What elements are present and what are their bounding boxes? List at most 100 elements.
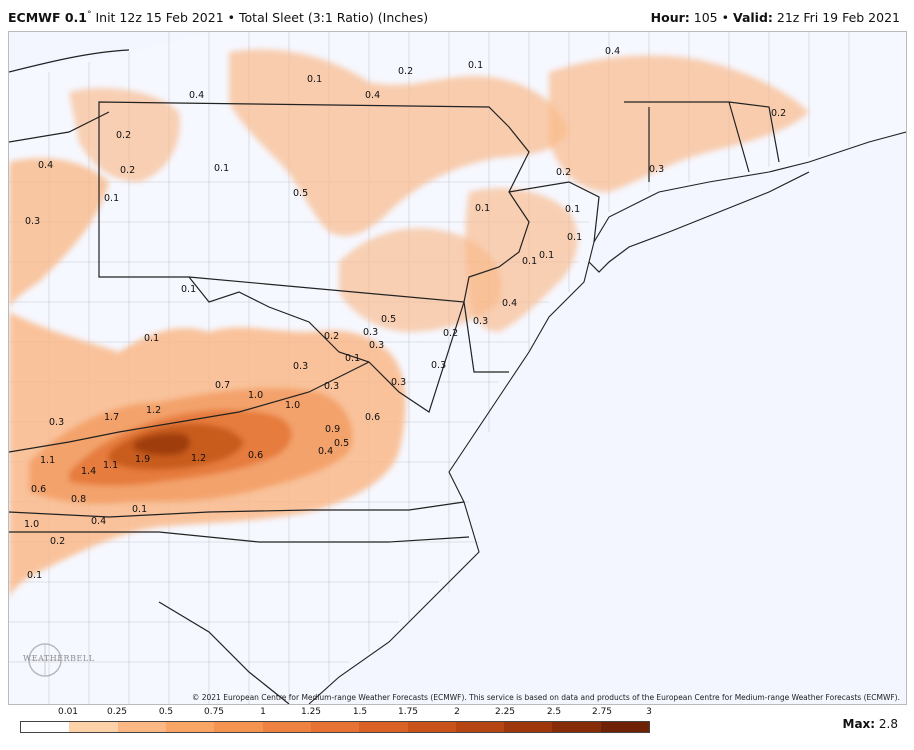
value-label: 1.9: [135, 454, 150, 465]
value-label: 0.2: [50, 536, 65, 547]
value-label: 0.3: [391, 377, 406, 388]
value-label: 0.1: [565, 204, 580, 215]
forecast-map: 0.4 0.2 0.1 0.1 0.4 0.4 0.2 0.2 0.1 0.4 …: [8, 31, 907, 705]
max-value: Max: 2.8: [843, 717, 899, 731]
value-label: 0.2: [120, 165, 135, 176]
value-label: 0.4: [38, 160, 53, 171]
map-canvas: 0.4 0.2 0.1 0.1 0.4 0.4 0.2 0.2 0.1 0.4 …: [9, 32, 906, 704]
legend-tick: 0.25: [106, 707, 128, 717]
value-label: 1.0: [285, 400, 300, 411]
value-label: 0.3: [25, 216, 40, 227]
header-left: ECMWF 0.1° Init 12z 15 Feb 2021 • Total …: [8, 10, 428, 25]
legend-swatch: [310, 722, 360, 732]
legend-tick: 2.75: [591, 707, 613, 717]
bullet-2: •: [721, 10, 729, 25]
legend-ticks: 0.01 0.25 0.5 0.75 1 1.25 1.5 1.75 2 2.2…: [20, 707, 652, 721]
value-label: 0.3: [649, 164, 664, 175]
hour-label: Hour:: [650, 10, 690, 25]
legend-swatch: [69, 722, 118, 732]
legend-color-bar: [20, 721, 650, 733]
color-legend: 0.01 0.25 0.5 0.75 1 1.25 1.5 1.75 2 2.2…: [20, 707, 652, 747]
header-right: Hour: 105 • Valid: 21z Fri 19 Feb 2021: [651, 10, 900, 25]
value-label: 0.9: [325, 424, 340, 435]
land-area: [9, 32, 906, 704]
value-label: 0.3: [49, 417, 64, 428]
value-label: 0.4: [502, 298, 517, 309]
legend-tick: 1.25: [300, 707, 322, 717]
value-label: 0.2: [116, 130, 131, 141]
state-boundaries: [9, 49, 810, 704]
sleet-shading: [9, 49, 809, 602]
value-label: 0.2: [324, 331, 339, 342]
legend-tick: 2.5: [546, 707, 562, 717]
value-label: 0.1: [27, 570, 42, 581]
logo-text: WEATHERBELL: [23, 654, 95, 663]
value-label: 1.7: [104, 412, 119, 423]
degree-symbol: °: [86, 10, 92, 20]
weatherbell-logo: WEATHERBELL: [23, 640, 94, 680]
legend-tick: 1: [260, 707, 266, 717]
value-label: 0.6: [31, 484, 46, 495]
legend-tick: 0.5: [158, 707, 174, 717]
value-label: 0.3: [473, 316, 488, 327]
logo-globe-icon: [28, 643, 62, 677]
value-label: 0.1: [522, 256, 537, 267]
legend-swatch: [600, 722, 650, 732]
value-label: 0.1: [468, 60, 483, 71]
value-label: 0.3: [369, 340, 384, 351]
value-label: 0.1: [104, 193, 119, 204]
legend-tick: 2.25: [494, 707, 516, 717]
value-label: 0.2: [556, 167, 571, 178]
hour-value: 105: [693, 10, 718, 25]
value-label: 0.7: [215, 380, 230, 391]
legend-swatch: [21, 722, 70, 732]
legend-swatch: [165, 722, 215, 732]
value-label: 0.6: [365, 412, 380, 423]
value-label: 0.3: [293, 361, 308, 372]
value-label: 0.5: [381, 314, 396, 325]
legend-swatch: [552, 722, 601, 732]
value-label: 0.1: [475, 203, 490, 214]
copyright-notice: © 2021 European Centre for Medium-range …: [191, 693, 900, 702]
value-label: 0.1: [307, 74, 322, 85]
value-label: 1.1: [40, 455, 55, 466]
value-label: 0.1: [132, 504, 147, 515]
legend-swatch: [455, 722, 505, 732]
max-label: Max:: [842, 717, 876, 731]
value-label: 0.1: [181, 284, 196, 295]
value-label: 0.2: [398, 66, 413, 77]
value-label: 0.3: [431, 360, 446, 371]
value-label: 0.3: [363, 327, 378, 338]
value-label: 0.2: [443, 328, 458, 339]
legend-swatch: [407, 722, 456, 732]
value-label: 0.4: [365, 90, 380, 101]
init-time: Init 12z 15 Feb 2021: [95, 10, 224, 26]
legend-swatch: [504, 722, 553, 732]
value-label: 1.2: [191, 453, 206, 464]
legend-tick: 2: [454, 707, 460, 717]
value-label: 0.1: [345, 353, 360, 364]
value-label: 0.4: [189, 90, 204, 101]
value-label: 0.1: [214, 163, 229, 174]
legend-swatch: [214, 722, 263, 732]
legend-tick: 0.75: [203, 707, 225, 717]
valid-label: Valid:: [732, 10, 773, 25]
value-label: 0.3: [324, 381, 339, 392]
value-label: 0.6: [248, 450, 263, 461]
value-label: 0.4: [605, 46, 620, 57]
value-labels: 0.4 0.2 0.1 0.1 0.4 0.4 0.2 0.2 0.1 0.4 …: [24, 46, 786, 581]
model-name: ECMWF 0.1: [8, 10, 87, 26]
legend-tick: 1.5: [352, 707, 368, 717]
legend-tick: 0.01: [57, 707, 79, 717]
value-label: 1.1: [103, 460, 118, 471]
max-number: 2.8: [878, 717, 898, 731]
value-label: 0.4: [91, 516, 106, 527]
value-label: 0.1: [539, 250, 554, 261]
value-label: 0.8: [71, 494, 86, 505]
bullet: •: [227, 10, 236, 26]
legend-tick: 3: [646, 707, 652, 717]
value-label: 0.2: [771, 108, 786, 119]
legend-tick: 1.75: [397, 707, 419, 717]
field-name: Total Sleet (3:1 Ratio) (Inches): [239, 10, 429, 26]
value-label: 0.4: [318, 446, 333, 457]
